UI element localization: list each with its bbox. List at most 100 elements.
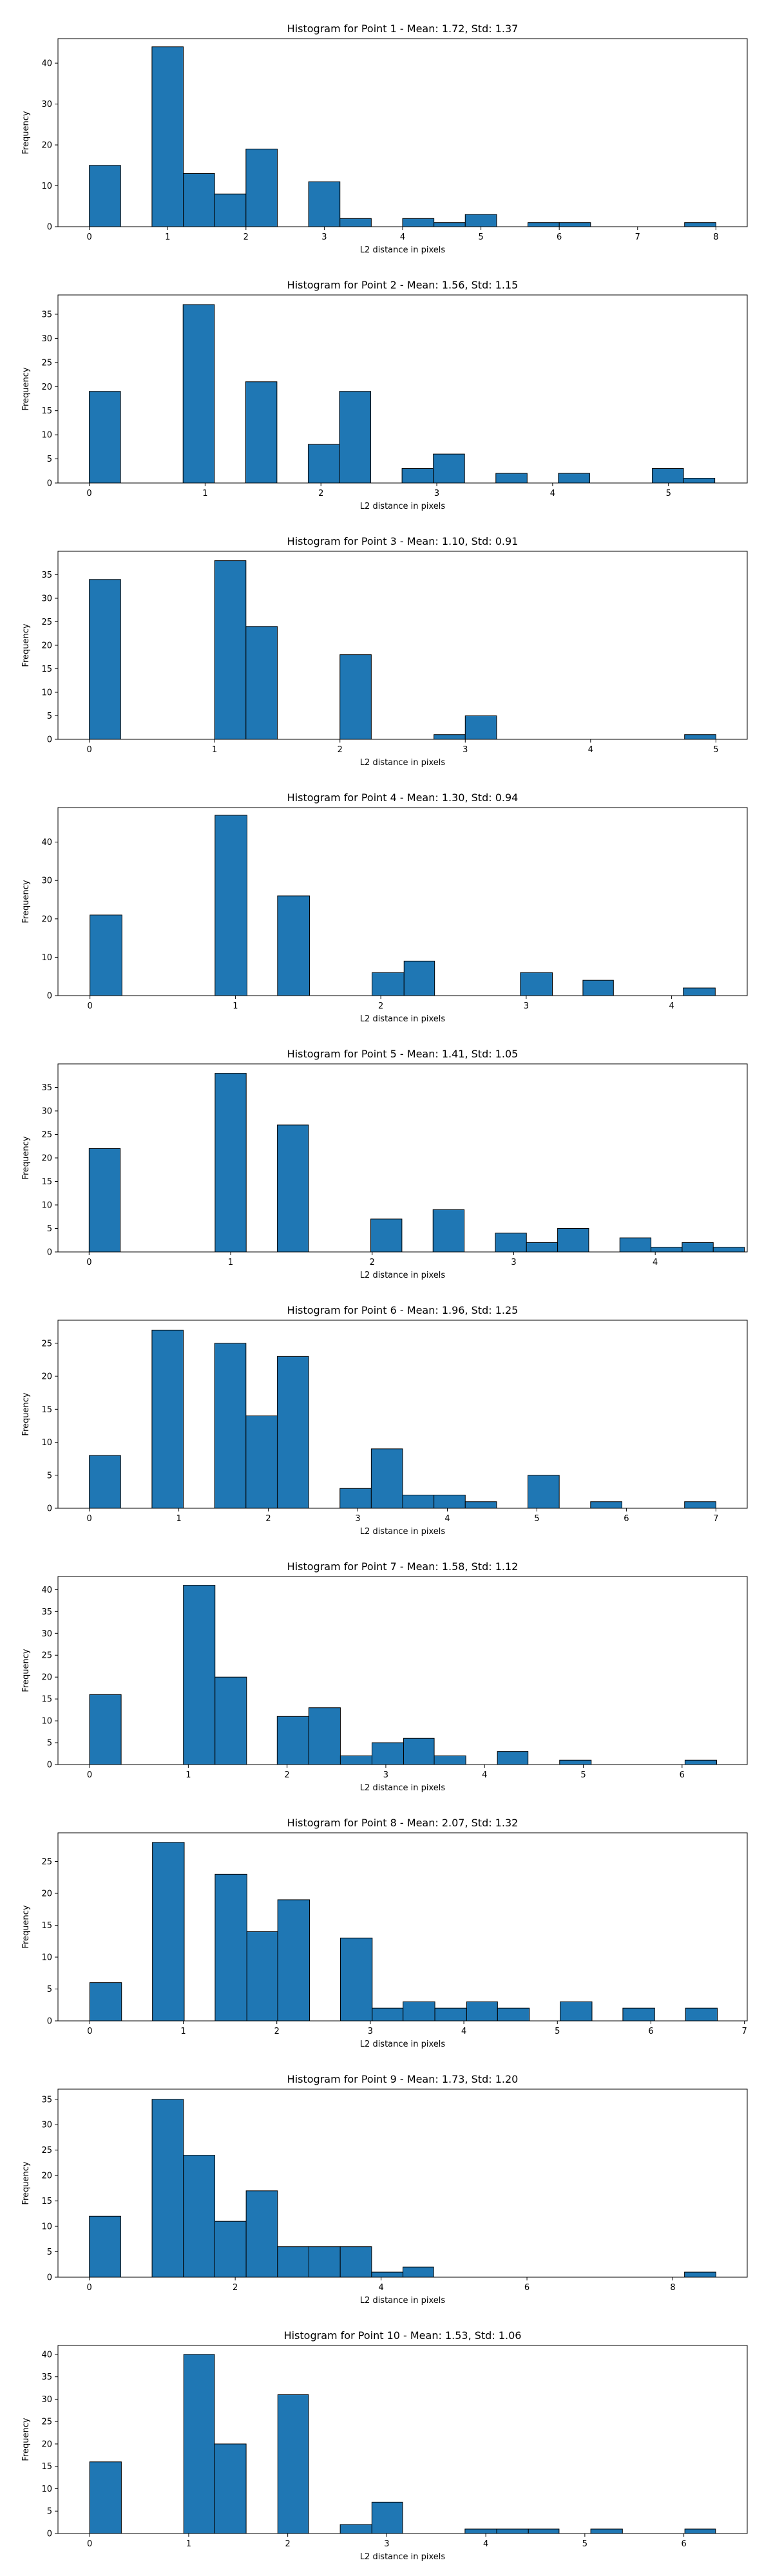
y-axis-ticks: 0 5 10 15 20 25 30 35 40	[41, 2350, 58, 2539]
histogram-bar	[307, 444, 340, 484]
bars	[89, 304, 716, 484]
y-tick-label: 5	[47, 2248, 52, 2257]
histogram-bar	[370, 1218, 403, 1253]
bars	[89, 1585, 717, 1765]
y-tick-label: 0	[47, 223, 52, 232]
histogram-bar	[528, 2528, 560, 2534]
y-tick-label: 25	[41, 1651, 52, 1661]
y-tick-label: 5	[47, 712, 52, 721]
y-tick-label: 10	[41, 1201, 52, 1211]
histogram-bar	[89, 579, 121, 740]
x-axis-ticks: 0 1 2 3 4 5	[86, 739, 719, 755]
histogram-bar	[309, 2246, 341, 2278]
chart-title: Histogram for Point 7 - Mean: 1.58, Std:…	[287, 1560, 519, 1573]
histogram-bar	[559, 1759, 592, 1765]
x-tick-label: 3	[368, 2027, 373, 2036]
y-tick-label: 15	[41, 1405, 52, 1415]
x-axis-ticks: 0 2 4 6 8	[87, 2277, 676, 2293]
y-tick-label: 30	[41, 334, 52, 344]
histogram-bar	[434, 1495, 466, 1509]
histogram-bar	[339, 1937, 373, 2022]
histogram-bar	[466, 2001, 498, 2022]
chart-title: Histogram for Point 1 - Mean: 1.72, Std:…	[287, 23, 519, 35]
y-tick-label: 30	[41, 1629, 52, 1639]
y-axis-label: Frequency	[21, 1649, 31, 1692]
axes-frame	[57, 1063, 748, 1253]
histogram-bar	[590, 2528, 623, 2534]
histogram-bar	[619, 1237, 652, 1253]
y-axis-label: Frequency	[21, 1136, 31, 1179]
y-tick-label: 20	[41, 383, 52, 392]
bars	[88, 1073, 745, 1253]
y-tick-label: 0	[47, 1761, 52, 1770]
histogram-bar	[685, 2007, 718, 2022]
y-tick-label: 30	[41, 2395, 52, 2405]
y-tick-label: 0	[47, 2017, 52, 2027]
histogram-panel-8: Histogram for Point 8 - Mean: 2.07, Std:…	[21, 1817, 748, 2049]
axes-frame	[57, 294, 748, 484]
histogram-bar	[433, 453, 465, 484]
histogram-bar	[557, 1228, 589, 1253]
histogram-bar	[277, 1124, 309, 1253]
x-tick-label: 4	[483, 2539, 488, 2549]
y-tick-label: 25	[41, 618, 52, 627]
histogram-bar	[245, 626, 278, 740]
y-axis-label: Frequency	[21, 367, 31, 410]
y-tick-label: 5	[47, 1471, 52, 1481]
x-tick-label: 3	[384, 2539, 389, 2549]
chart-title: Histogram for Point 8 - Mean: 2.07, Std:…	[287, 1817, 519, 1829]
x-tick-label: 2	[285, 2539, 291, 2549]
y-tick-label: 10	[41, 953, 52, 963]
histogram-bar	[183, 1585, 216, 1765]
x-tick-label: 0	[87, 2539, 92, 2549]
x-tick-label: 1	[228, 1258, 233, 1267]
x-tick-label: 2	[233, 2283, 238, 2293]
histogram-bar	[215, 815, 247, 996]
histogram-bar	[151, 1329, 184, 1509]
histogram-bar	[464, 715, 497, 740]
histogram-bar	[90, 914, 122, 996]
y-tick-label: 30	[41, 100, 52, 109]
y-tick-label: 20	[41, 1372, 52, 1382]
histogram-panel-6: Histogram for Point 6 - Mean: 1.96, Std:…	[21, 1304, 748, 1537]
histogram-bar	[528, 222, 560, 227]
y-tick-label: 25	[41, 2418, 52, 2427]
histogram-bar	[622, 2007, 655, 2022]
x-tick-label: 3	[383, 1770, 388, 1780]
y-tick-label: 5	[47, 455, 52, 464]
histogram-panel-9: Histogram for Point 9 - Mean: 1.73, Std:…	[21, 2073, 748, 2306]
x-tick-label: 0	[87, 2283, 92, 2293]
histogram-bar	[214, 2443, 247, 2534]
y-tick-label: 10	[41, 2485, 52, 2494]
y-tick-label: 5	[47, 2507, 52, 2517]
histogram-bar	[308, 1707, 341, 1765]
x-tick-label: 7	[635, 232, 640, 242]
histogram-bar	[402, 1495, 435, 1509]
x-tick-label: 5	[580, 1770, 586, 1780]
histogram-bar	[277, 2394, 309, 2534]
x-axis-label: L2 distance in pixels	[360, 1014, 446, 1024]
histogram-bar	[339, 1488, 372, 1509]
y-tick-label: 35	[41, 1607, 52, 1617]
x-tick-label: 7	[713, 1514, 718, 1524]
x-tick-label: 8	[670, 2283, 675, 2293]
y-tick-label: 15	[41, 1695, 52, 1705]
x-tick-label: 0	[87, 1770, 92, 1780]
y-tick-label: 25	[41, 1339, 52, 1349]
axes-frame	[57, 551, 748, 740]
histogram-bar	[401, 468, 434, 484]
histogram-bar	[215, 1676, 247, 1765]
histogram-bar	[464, 1501, 497, 1509]
histogram-bar	[464, 214, 497, 227]
x-tick-label: 2	[285, 1770, 290, 1780]
bars	[89, 1842, 718, 2022]
histogram-bar	[88, 1148, 121, 1253]
y-tick-label: 15	[41, 665, 52, 674]
x-tick-label: 6	[648, 2027, 653, 2036]
histogram-bar	[245, 148, 278, 227]
chart-title: Histogram for Point 5 - Mean: 1.41, Std:…	[287, 1048, 519, 1060]
histogram-bar	[403, 960, 435, 996]
chart-title: Histogram for Point 9 - Mean: 1.73, Std:…	[287, 2073, 519, 2085]
y-tick-label: 0	[47, 2530, 52, 2539]
x-axis-label: L2 distance in pixels	[360, 1271, 446, 1280]
